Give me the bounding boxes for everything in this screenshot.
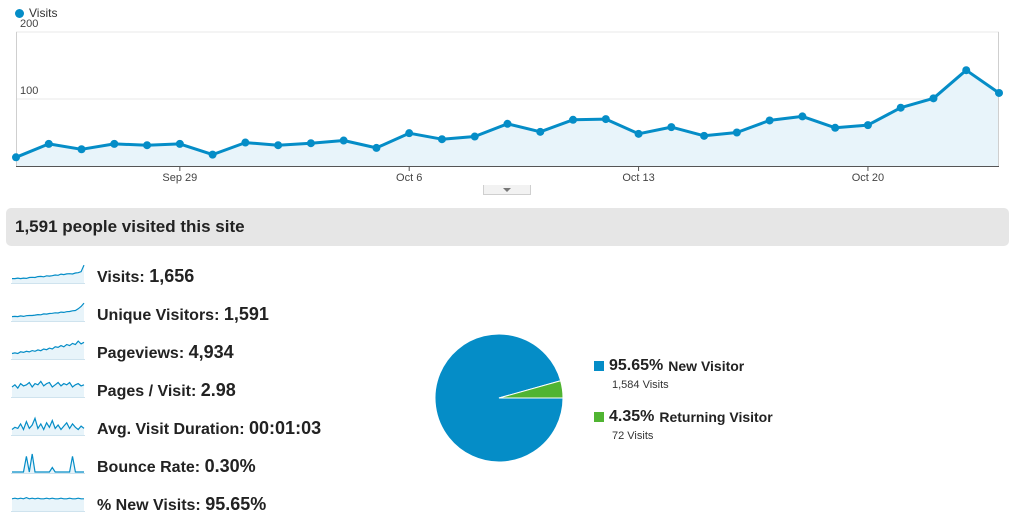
- data-point: [995, 88, 1003, 97]
- data-point: [667, 123, 676, 132]
- metric-value: 2.98: [200, 380, 236, 400]
- new-visitor-visits: 1,584 Visits: [612, 379, 669, 391]
- visits-legend-label: Visits: [29, 6, 58, 20]
- metric-label: Unique Visitors: 1,591: [97, 304, 269, 325]
- visits-legend-dot: [15, 8, 24, 18]
- data-point: [274, 141, 283, 150]
- new-visitor-label: New Visitor: [668, 358, 745, 374]
- metric-row[interactable]: Avg. Visit Duration: 00:01:03: [0, 408, 420, 446]
- metric-sparkline: [11, 302, 85, 322]
- new-visitor-swatch: [594, 361, 604, 371]
- x-tick-label: Oct 20: [852, 172, 884, 184]
- summary-title: 1,591 people visited this site: [15, 217, 245, 236]
- visits-area: [16, 70, 999, 166]
- x-tick-label: Oct 6: [396, 172, 422, 184]
- returning-visitor-percent: 4.35%: [609, 408, 655, 425]
- data-point: [405, 129, 414, 138]
- metric-sparkline: [11, 496, 85, 512]
- data-point: [175, 139, 184, 148]
- returning-visitor-visits: 72 Visits: [612, 430, 654, 442]
- data-point: [896, 103, 905, 112]
- metric-label: Visits: 1,656: [97, 266, 194, 287]
- metric-value: 0.30%: [204, 456, 256, 476]
- data-point: [470, 132, 479, 141]
- data-point: [437, 135, 446, 144]
- x-tick-label: Sep 29: [162, 172, 197, 184]
- metric-value: 1,591: [223, 304, 269, 324]
- metric-name: Unique Visitors:: [97, 307, 220, 324]
- metric-row[interactable]: Visits: 1,656: [0, 256, 420, 294]
- data-point: [765, 116, 774, 125]
- chart-legend[interactable]: Visits: [15, 6, 57, 20]
- metric-label: % New Visits: 95.65%: [97, 494, 266, 515]
- data-point: [44, 139, 53, 148]
- y-tick-label: 100: [20, 85, 38, 97]
- data-point: [569, 115, 578, 124]
- metric-label: Pageviews: 4,934: [97, 342, 234, 363]
- chevron-down-icon: [503, 187, 511, 192]
- metric-sparkline: [11, 340, 85, 360]
- metric-row[interactable]: % New Visits: 95.65%: [0, 484, 420, 522]
- data-point: [372, 143, 381, 152]
- data-point: [732, 128, 741, 137]
- data-point: [77, 145, 86, 154]
- metric-name: % New Visits:: [97, 497, 201, 514]
- metric-value: 1,656: [149, 266, 195, 286]
- data-point: [339, 136, 348, 145]
- metric-row[interactable]: Unique Visitors: 1,591: [0, 294, 420, 332]
- metric-name: Bounce Rate:: [97, 459, 201, 476]
- data-point: [110, 139, 119, 148]
- metric-value: 95.65%: [205, 494, 267, 514]
- metric-name: Visits:: [97, 269, 145, 286]
- data-point: [241, 138, 250, 147]
- pie-legend-returning-visitor[interactable]: 4.35% Returning Visitor 72 Visits: [594, 408, 773, 442]
- data-point: [700, 131, 709, 140]
- metric-name: Pages / Visit:: [97, 383, 197, 400]
- metric-row[interactable]: Pages / Visit: 2.98: [0, 370, 420, 408]
- metric-row[interactable]: Bounce Rate: 0.30%: [0, 446, 420, 484]
- metric-sparkline: [11, 264, 85, 284]
- summary-header: 1,591 people visited this site: [6, 208, 1009, 246]
- data-point: [929, 94, 938, 103]
- new-visitor-percent: 95.65%: [609, 357, 664, 374]
- data-point: [12, 153, 20, 162]
- metric-sparkline: [11, 453, 85, 474]
- metric-value: 4,934: [188, 342, 234, 362]
- data-point: [208, 150, 217, 159]
- data-point: [306, 139, 315, 148]
- metric-name: Pageviews:: [97, 345, 185, 362]
- visitor-type-pie[interactable]: [433, 332, 565, 464]
- metric-label: Avg. Visit Duration: 00:01:03: [97, 418, 321, 439]
- returning-visitor-swatch: [594, 412, 604, 422]
- metric-label: Pages / Visit: 2.98: [97, 380, 236, 401]
- data-point: [536, 127, 545, 136]
- chart-collapse-handle[interactable]: [483, 185, 531, 195]
- pie-legend-new-visitor[interactable]: 95.65% New Visitor 1,584 Visits: [594, 357, 744, 391]
- returning-visitor-label: Returning Visitor: [659, 409, 773, 425]
- y-tick-label: 200: [20, 18, 38, 30]
- data-point: [962, 66, 971, 75]
- x-tick-label: Oct 13: [622, 172, 654, 184]
- pie-slice-returning-visitor: [498, 380, 564, 399]
- metric-row[interactable]: Pageviews: 4,934: [0, 332, 420, 370]
- data-point: [503, 119, 512, 128]
- metric-value: 00:01:03: [249, 418, 322, 438]
- data-point: [863, 121, 872, 130]
- data-point: [831, 123, 840, 132]
- metric-name: Avg. Visit Duration:: [97, 421, 245, 438]
- metric-sparkline: [11, 380, 85, 398]
- data-point: [634, 129, 643, 138]
- visits-line-chart[interactable]: 100 200 Sep 29 Oct 6 Oct 13 Oct 20: [0, 0, 1009, 200]
- data-point: [601, 115, 610, 124]
- data-point: [798, 112, 807, 121]
- metric-label: Bounce Rate: 0.30%: [97, 456, 256, 477]
- metric-sparkline: [11, 416, 85, 436]
- data-point: [143, 141, 152, 150]
